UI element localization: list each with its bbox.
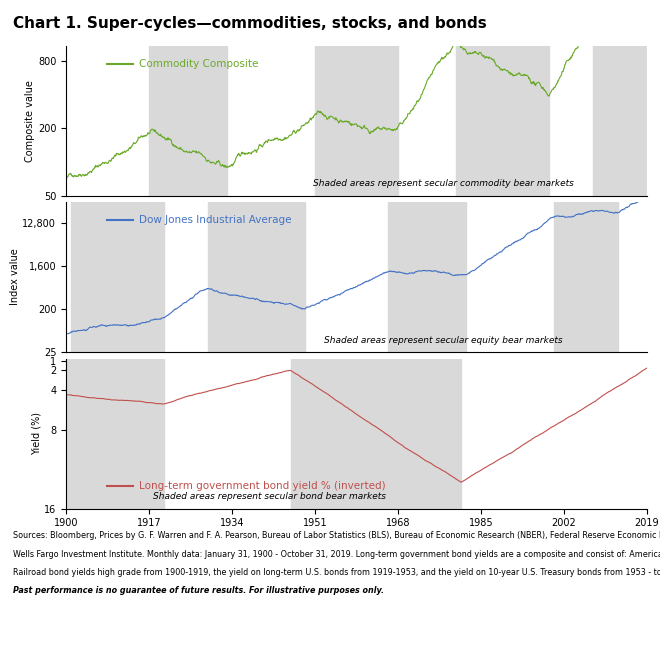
Text: Commodity Composite: Commodity Composite	[139, 59, 258, 68]
Bar	[71, 202, 164, 352]
Bar	[593, 46, 647, 196]
Text: Wells Fargo Investment Institute. Monthly data: January 31, 1900 - October 31, 2: Wells Fargo Investment Institute. Monthl…	[13, 550, 660, 559]
Bar	[149, 46, 227, 196]
Text: Shaded areas represent secular equity bear markets: Shaded areas represent secular equity be…	[324, 336, 563, 344]
Text: Long-term government bond yield % (inverted): Long-term government bond yield % (inver…	[139, 481, 385, 491]
Text: Chart 1. Super-cycles—commodities, stocks, and bonds: Chart 1. Super-cycles—commodities, stock…	[13, 16, 487, 31]
Bar	[315, 46, 398, 196]
Y-axis label: Composite value: Composite value	[25, 80, 35, 162]
Text: Sources: Bloomberg, Prices by G. F. Warren and F. A. Pearson, Bureau of Labor St: Sources: Bloomberg, Prices by G. F. Warr…	[13, 531, 660, 541]
Text: Dow Jones Industrial Average: Dow Jones Industrial Average	[139, 215, 291, 225]
Bar	[66, 359, 164, 509]
Bar	[554, 202, 618, 352]
Bar	[290, 359, 461, 509]
Text: Railroad bond yields high grade from 1900-1919, the yield on long-term U.S. bond: Railroad bond yields high grade from 190…	[13, 568, 660, 577]
Text: Shaded areas represent secular commodity bear markets: Shaded areas represent secular commodity…	[313, 179, 574, 188]
Bar	[457, 46, 549, 196]
Text: Past performance is no guarantee of future results. For illustrative purposes on: Past performance is no guarantee of futu…	[13, 586, 384, 595]
Bar	[388, 202, 466, 352]
Bar	[207, 202, 305, 352]
Text: Shaded areas represent secular bond bear markets: Shaded areas represent secular bond bear…	[152, 492, 386, 501]
Y-axis label: Yield (%): Yield (%)	[31, 412, 41, 455]
Y-axis label: Index value: Index value	[10, 248, 20, 306]
